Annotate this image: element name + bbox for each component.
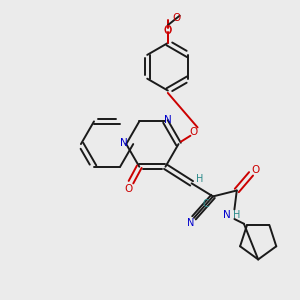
Text: C: C: [202, 199, 209, 208]
Text: N: N: [164, 115, 172, 125]
Text: O: O: [164, 25, 172, 35]
Text: O: O: [252, 165, 260, 175]
Text: O: O: [124, 184, 133, 194]
Text: N: N: [120, 138, 128, 148]
Text: H: H: [196, 174, 204, 184]
Text: O: O: [190, 127, 198, 137]
Text: N: N: [224, 211, 231, 220]
Text: N: N: [187, 218, 194, 228]
Text: H: H: [233, 211, 241, 220]
Text: O: O: [164, 26, 172, 36]
Text: O: O: [172, 13, 180, 23]
